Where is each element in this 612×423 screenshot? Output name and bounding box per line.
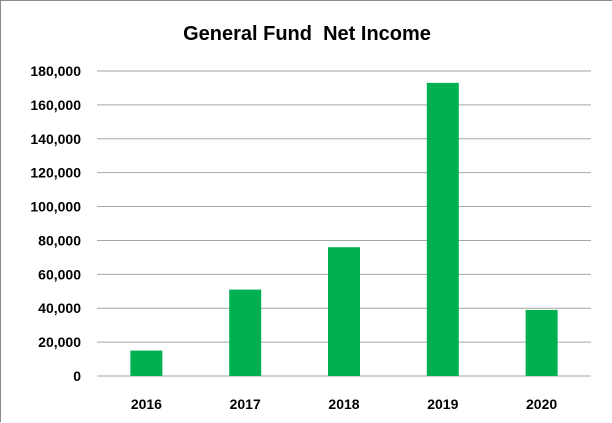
x-tick-label-2020: 2020	[526, 396, 557, 412]
y-tick-label: 80,000	[38, 232, 81, 248]
y-tick-label: 180,000	[30, 63, 81, 79]
y-axis-ticks: 0 20,000 40,000 60,000 80,000 100,000 120,000 1…	[30, 63, 81, 384]
y-tick-label: 160,000	[30, 97, 81, 113]
bar-2019	[426, 82, 459, 376]
bar-2017	[229, 289, 262, 376]
x-axis-ticks: 2016 2017 2018 2019 2020	[131, 396, 558, 412]
y-tick-label: 20,000	[38, 334, 81, 350]
y-tick-label: 60,000	[38, 266, 81, 282]
y-tick-label: 40,000	[38, 300, 81, 316]
bars	[130, 82, 558, 376]
chart-title: General Fund Net Income	[183, 23, 431, 45]
y-tick-label: 140,000	[30, 131, 81, 147]
bar-2020	[525, 309, 558, 376]
x-tick-label-2018: 2018	[328, 396, 359, 412]
bar-2016	[130, 350, 163, 376]
x-tick-label-2016: 2016	[131, 396, 162, 412]
y-tick-label: 120,000	[30, 165, 81, 181]
y-tick-label: 100,000	[30, 199, 81, 215]
x-tick-label-2019: 2019	[427, 396, 458, 412]
bar-2018	[328, 247, 360, 376]
y-tick-label: 0	[73, 368, 81, 384]
x-tick-label-2017: 2017	[230, 396, 261, 412]
